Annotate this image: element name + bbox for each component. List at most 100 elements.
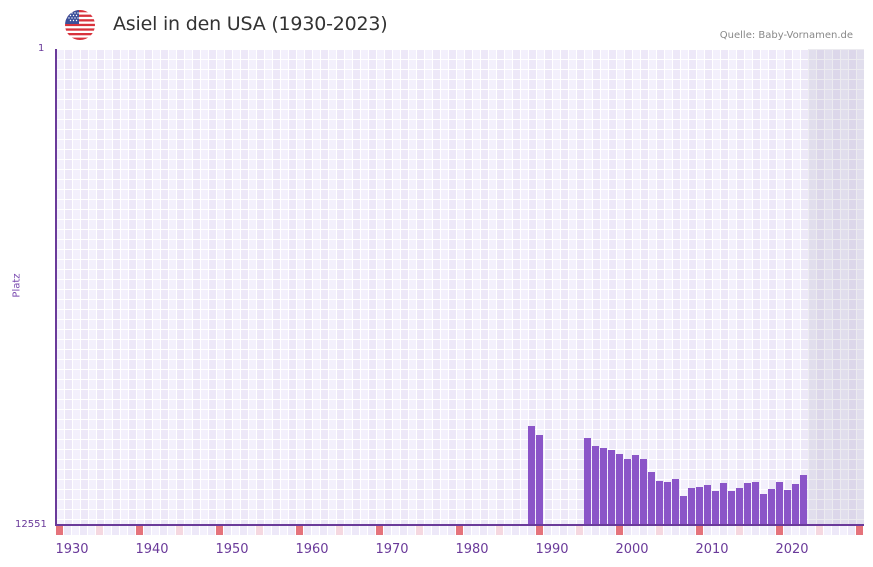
bar-2003 bbox=[656, 480, 663, 525]
bar-1996 bbox=[600, 447, 607, 525]
year-marker bbox=[272, 526, 279, 535]
year-marker bbox=[488, 526, 495, 535]
bar-2004 bbox=[664, 482, 671, 525]
us-flag-icon bbox=[65, 10, 95, 40]
bar-2017 bbox=[768, 488, 775, 525]
year-marker bbox=[784, 526, 791, 535]
projection-shade bbox=[808, 49, 864, 525]
year-marker bbox=[552, 526, 559, 535]
x-axis-labels: 1930 1940 1950 1960 1970 1980 1990 2000 2010 2020 bbox=[0, 542, 873, 562]
year-marker bbox=[176, 526, 183, 535]
year-marker bbox=[840, 526, 847, 535]
year-marker bbox=[56, 526, 63, 535]
year-marker bbox=[720, 526, 727, 535]
bar-2000 bbox=[632, 455, 639, 525]
year-marker bbox=[336, 526, 343, 535]
bar-2005 bbox=[672, 478, 679, 525]
year-marker bbox=[632, 526, 639, 535]
year-marker bbox=[136, 526, 143, 535]
bar-2002 bbox=[648, 471, 655, 525]
year-marker bbox=[168, 526, 175, 535]
year-marker bbox=[120, 526, 127, 535]
year-marker bbox=[800, 526, 807, 535]
year-marker bbox=[560, 526, 567, 535]
bar-1999 bbox=[624, 458, 631, 525]
year-marker bbox=[216, 526, 223, 535]
bar-2008 bbox=[696, 486, 703, 525]
year-marker bbox=[360, 526, 367, 535]
year-marker bbox=[312, 526, 319, 535]
year-marker bbox=[648, 526, 655, 535]
year-marker bbox=[304, 526, 311, 535]
year-marker bbox=[528, 526, 535, 535]
year-marker bbox=[752, 526, 759, 535]
year-marker bbox=[856, 526, 863, 535]
year-marker bbox=[416, 526, 423, 535]
y-axis-top-label: 1 bbox=[38, 43, 45, 54]
x-tick-label: 1990 bbox=[535, 542, 569, 557]
year-marker bbox=[688, 526, 695, 535]
year-marker bbox=[88, 526, 95, 535]
decade-markers bbox=[56, 526, 864, 535]
year-marker bbox=[296, 526, 303, 535]
year-marker bbox=[384, 526, 391, 535]
x-tick-label: 2010 bbox=[695, 542, 729, 557]
year-marker bbox=[96, 526, 103, 535]
bar-2015 bbox=[752, 482, 759, 525]
bar-2021 bbox=[800, 474, 807, 525]
bar-1994 bbox=[584, 437, 591, 525]
year-marker bbox=[344, 526, 351, 535]
year-marker bbox=[624, 526, 631, 535]
year-marker bbox=[760, 526, 767, 535]
year-marker bbox=[480, 526, 487, 535]
year-marker bbox=[736, 526, 743, 535]
year-marker bbox=[424, 526, 431, 535]
year-marker bbox=[104, 526, 111, 535]
bar-2020 bbox=[792, 484, 799, 525]
bar-2012 bbox=[728, 490, 735, 525]
year-marker bbox=[456, 526, 463, 535]
x-tick-label: 1930 bbox=[55, 542, 89, 557]
year-marker bbox=[808, 526, 815, 535]
year-marker bbox=[232, 526, 239, 535]
year-marker bbox=[704, 526, 711, 535]
year-marker bbox=[160, 526, 167, 535]
bar-2016 bbox=[760, 493, 767, 525]
year-marker bbox=[712, 526, 719, 535]
y-axis-bottom-label: 12551 bbox=[15, 519, 47, 530]
bar-2007 bbox=[688, 487, 695, 525]
year-marker bbox=[144, 526, 151, 535]
year-marker bbox=[320, 526, 327, 535]
bar-1988 bbox=[536, 434, 543, 525]
year-marker bbox=[512, 526, 519, 535]
x-tick-label: 2000 bbox=[615, 542, 649, 557]
year-marker bbox=[576, 526, 583, 535]
year-marker bbox=[744, 526, 751, 535]
year-marker bbox=[728, 526, 735, 535]
year-marker bbox=[400, 526, 407, 535]
bar-1995 bbox=[592, 445, 599, 525]
year-marker bbox=[328, 526, 335, 535]
year-marker bbox=[616, 526, 623, 535]
bar-2009 bbox=[704, 485, 711, 525]
x-tick-label: 2020 bbox=[775, 542, 809, 557]
year-marker bbox=[392, 526, 399, 535]
year-marker bbox=[280, 526, 287, 535]
x-tick-label: 1980 bbox=[455, 542, 489, 557]
year-marker bbox=[64, 526, 71, 535]
year-marker bbox=[592, 526, 599, 535]
year-marker bbox=[152, 526, 159, 535]
year-marker bbox=[848, 526, 855, 535]
bar-1987 bbox=[528, 425, 535, 525]
year-marker bbox=[248, 526, 255, 535]
year-marker bbox=[696, 526, 703, 535]
year-marker bbox=[608, 526, 615, 535]
year-marker bbox=[192, 526, 199, 535]
year-marker bbox=[504, 526, 511, 535]
year-marker bbox=[664, 526, 671, 535]
year-marker bbox=[520, 526, 527, 535]
x-axis-line bbox=[55, 524, 864, 526]
x-tick-label: 1940 bbox=[135, 542, 169, 557]
year-marker bbox=[240, 526, 247, 535]
year-marker bbox=[656, 526, 663, 535]
